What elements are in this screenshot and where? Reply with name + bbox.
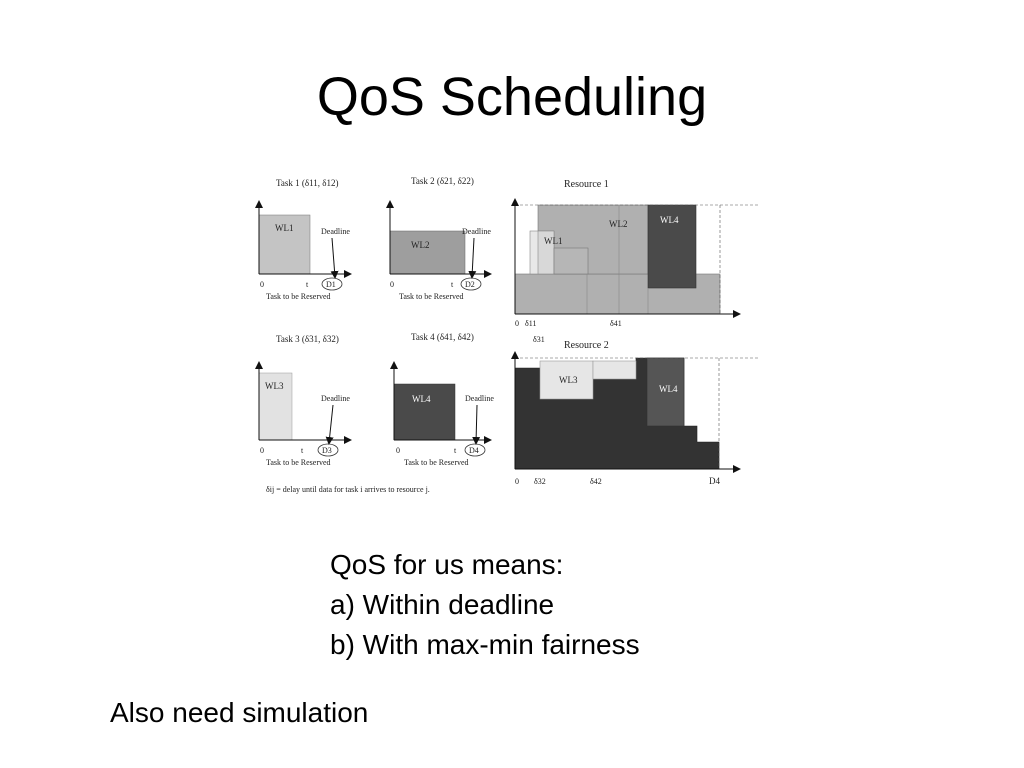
task-1-deadline-label: Deadline [321, 227, 350, 236]
task-4-origin: 0 [396, 446, 400, 455]
resource-2-tick-delta-42: δ42 [590, 477, 602, 486]
task-4-deadline-id: D4 [469, 446, 479, 455]
resource-2-tick-delta-32: δ32 [534, 477, 546, 486]
scheduling-diagram: Task 1 (δ11, δ12) WL1 Deadline D1 0 t Ta… [255, 176, 758, 494]
resource-1-tick-delta-31: δ31 [533, 335, 545, 344]
task-3-deadline-arrow [325, 404, 334, 445]
resource-2-wl3-label: WL3 [559, 375, 578, 385]
resource-2-wl3-block [539, 360, 594, 400]
task-1-deadline-id: D1 [326, 280, 336, 289]
task-3-deadline-id: D3 [322, 446, 332, 455]
task-1-deadline-arrow [330, 237, 339, 279]
task-3-workload-label: WL3 [265, 381, 284, 391]
task-4-deadline-marker [464, 443, 486, 457]
task-3-panel: Task 3 (δ31, δ32) WL3 Deadline D3 0 t Ta… [255, 334, 352, 467]
task-4-deadline-arrow [472, 404, 481, 445]
resource-1-wl4-label: WL4 [660, 215, 679, 225]
task-4-t: t [454, 446, 457, 455]
task-1-workload-block [258, 214, 311, 275]
qos-note-deadline: a) Within deadline [330, 589, 555, 620]
task-2-deadline-label: Deadline [462, 227, 491, 236]
resource-1-title: Resource 1 [564, 179, 609, 190]
simulation-note: Also need simulation [110, 697, 369, 728]
task-4-workload-block [393, 383, 456, 441]
task-1-panel: Task 1 (δ11, δ12) WL1 Deadline D1 0 t Ta… [255, 178, 352, 301]
task-2-caption: Task to be Reserved [399, 292, 464, 301]
qos-scheduling-figure: Task 1 (δ11, δ12) WL1 Deadline D1 0 t Ta… [248, 168, 758, 503]
qos-note-intro: QoS for us means: [330, 549, 564, 580]
task-2-workload-label: WL2 [411, 240, 430, 250]
task-1-caption: Task to be Reserved [266, 292, 331, 301]
task-3-workload-block [258, 372, 293, 441]
resource-1-origin: 0 [515, 319, 519, 328]
qos-note-fairness: b) With max-min fairness [330, 629, 640, 660]
task-2-deadline-arrow [468, 237, 477, 279]
resource-1-wl2-step [553, 247, 589, 275]
task-1-workload-label: WL1 [275, 223, 294, 233]
task-4-caption: Task to be Reserved [404, 458, 469, 467]
task-2-title: Task 2 (δ21, δ22) [411, 176, 474, 186]
resource-1-panel: Resource 1 WL1 WL2 WL4 0 δ11 δ41 δ31 [511, 179, 758, 344]
resource-2-end-d4: D4 [709, 476, 720, 486]
task-4-panel: Task 4 (δ41, δ42) WL4 Deadline D4 0 t Ta… [390, 332, 494, 467]
task-1-deadline-marker [321, 277, 343, 291]
task-3-deadline-marker [317, 443, 339, 457]
resource-1-tick-delta-41: δ41 [610, 319, 622, 328]
task-2-deadline-marker [460, 277, 482, 291]
task-4-title: Task 4 (δ41, δ42) [411, 332, 474, 342]
resource-1-wl4-block [647, 204, 697, 289]
qos-notes: QoS for us means: a) Within deadline b) … [330, 545, 640, 665]
task-3-caption: Task to be Reserved [266, 458, 331, 467]
task-3-t: t [301, 446, 304, 455]
resource-2-wl4-label: WL4 [659, 384, 678, 394]
task-3-origin: 0 [260, 446, 264, 455]
task-3-deadline-label: Deadline [321, 394, 350, 403]
resource-2-panel: Resource 2 WL3 WL4 0 δ32 δ42 D4 [511, 340, 758, 486]
resource-1-tick-delta-11: δ11 [525, 319, 536, 328]
task-2-deadline-id: D2 [465, 280, 475, 289]
task-4-workload-label: WL4 [412, 394, 431, 404]
slide-title: QoS Scheduling [316, 67, 708, 127]
task-3-title: Task 3 (δ31, δ32) [276, 334, 339, 344]
resource-1-wl1-label: WL1 [544, 236, 563, 246]
task-1-title: Task 1 (δ11, δ12) [276, 178, 339, 188]
figure-footnote: δij = delay until data for task i arrive… [266, 485, 430, 494]
task-2-origin: 0 [390, 280, 394, 289]
task-2-t: t [451, 280, 454, 289]
resource-2-origin: 0 [515, 477, 519, 486]
task-4-deadline-label: Deadline [465, 394, 494, 403]
resource-2-wl3-tail [592, 360, 637, 380]
task-1-origin: 0 [260, 280, 264, 289]
task-2-panel: Task 2 (δ21, δ22) WL2 Deadline D2 0 t Ta… [386, 176, 492, 301]
resource-1-wl2-label: WL2 [609, 219, 628, 229]
task-2-workload-block [389, 230, 466, 275]
resource-2-wl4-block [646, 357, 685, 427]
resource-2-title: Resource 2 [564, 340, 609, 351]
task-1-t: t [306, 280, 309, 289]
